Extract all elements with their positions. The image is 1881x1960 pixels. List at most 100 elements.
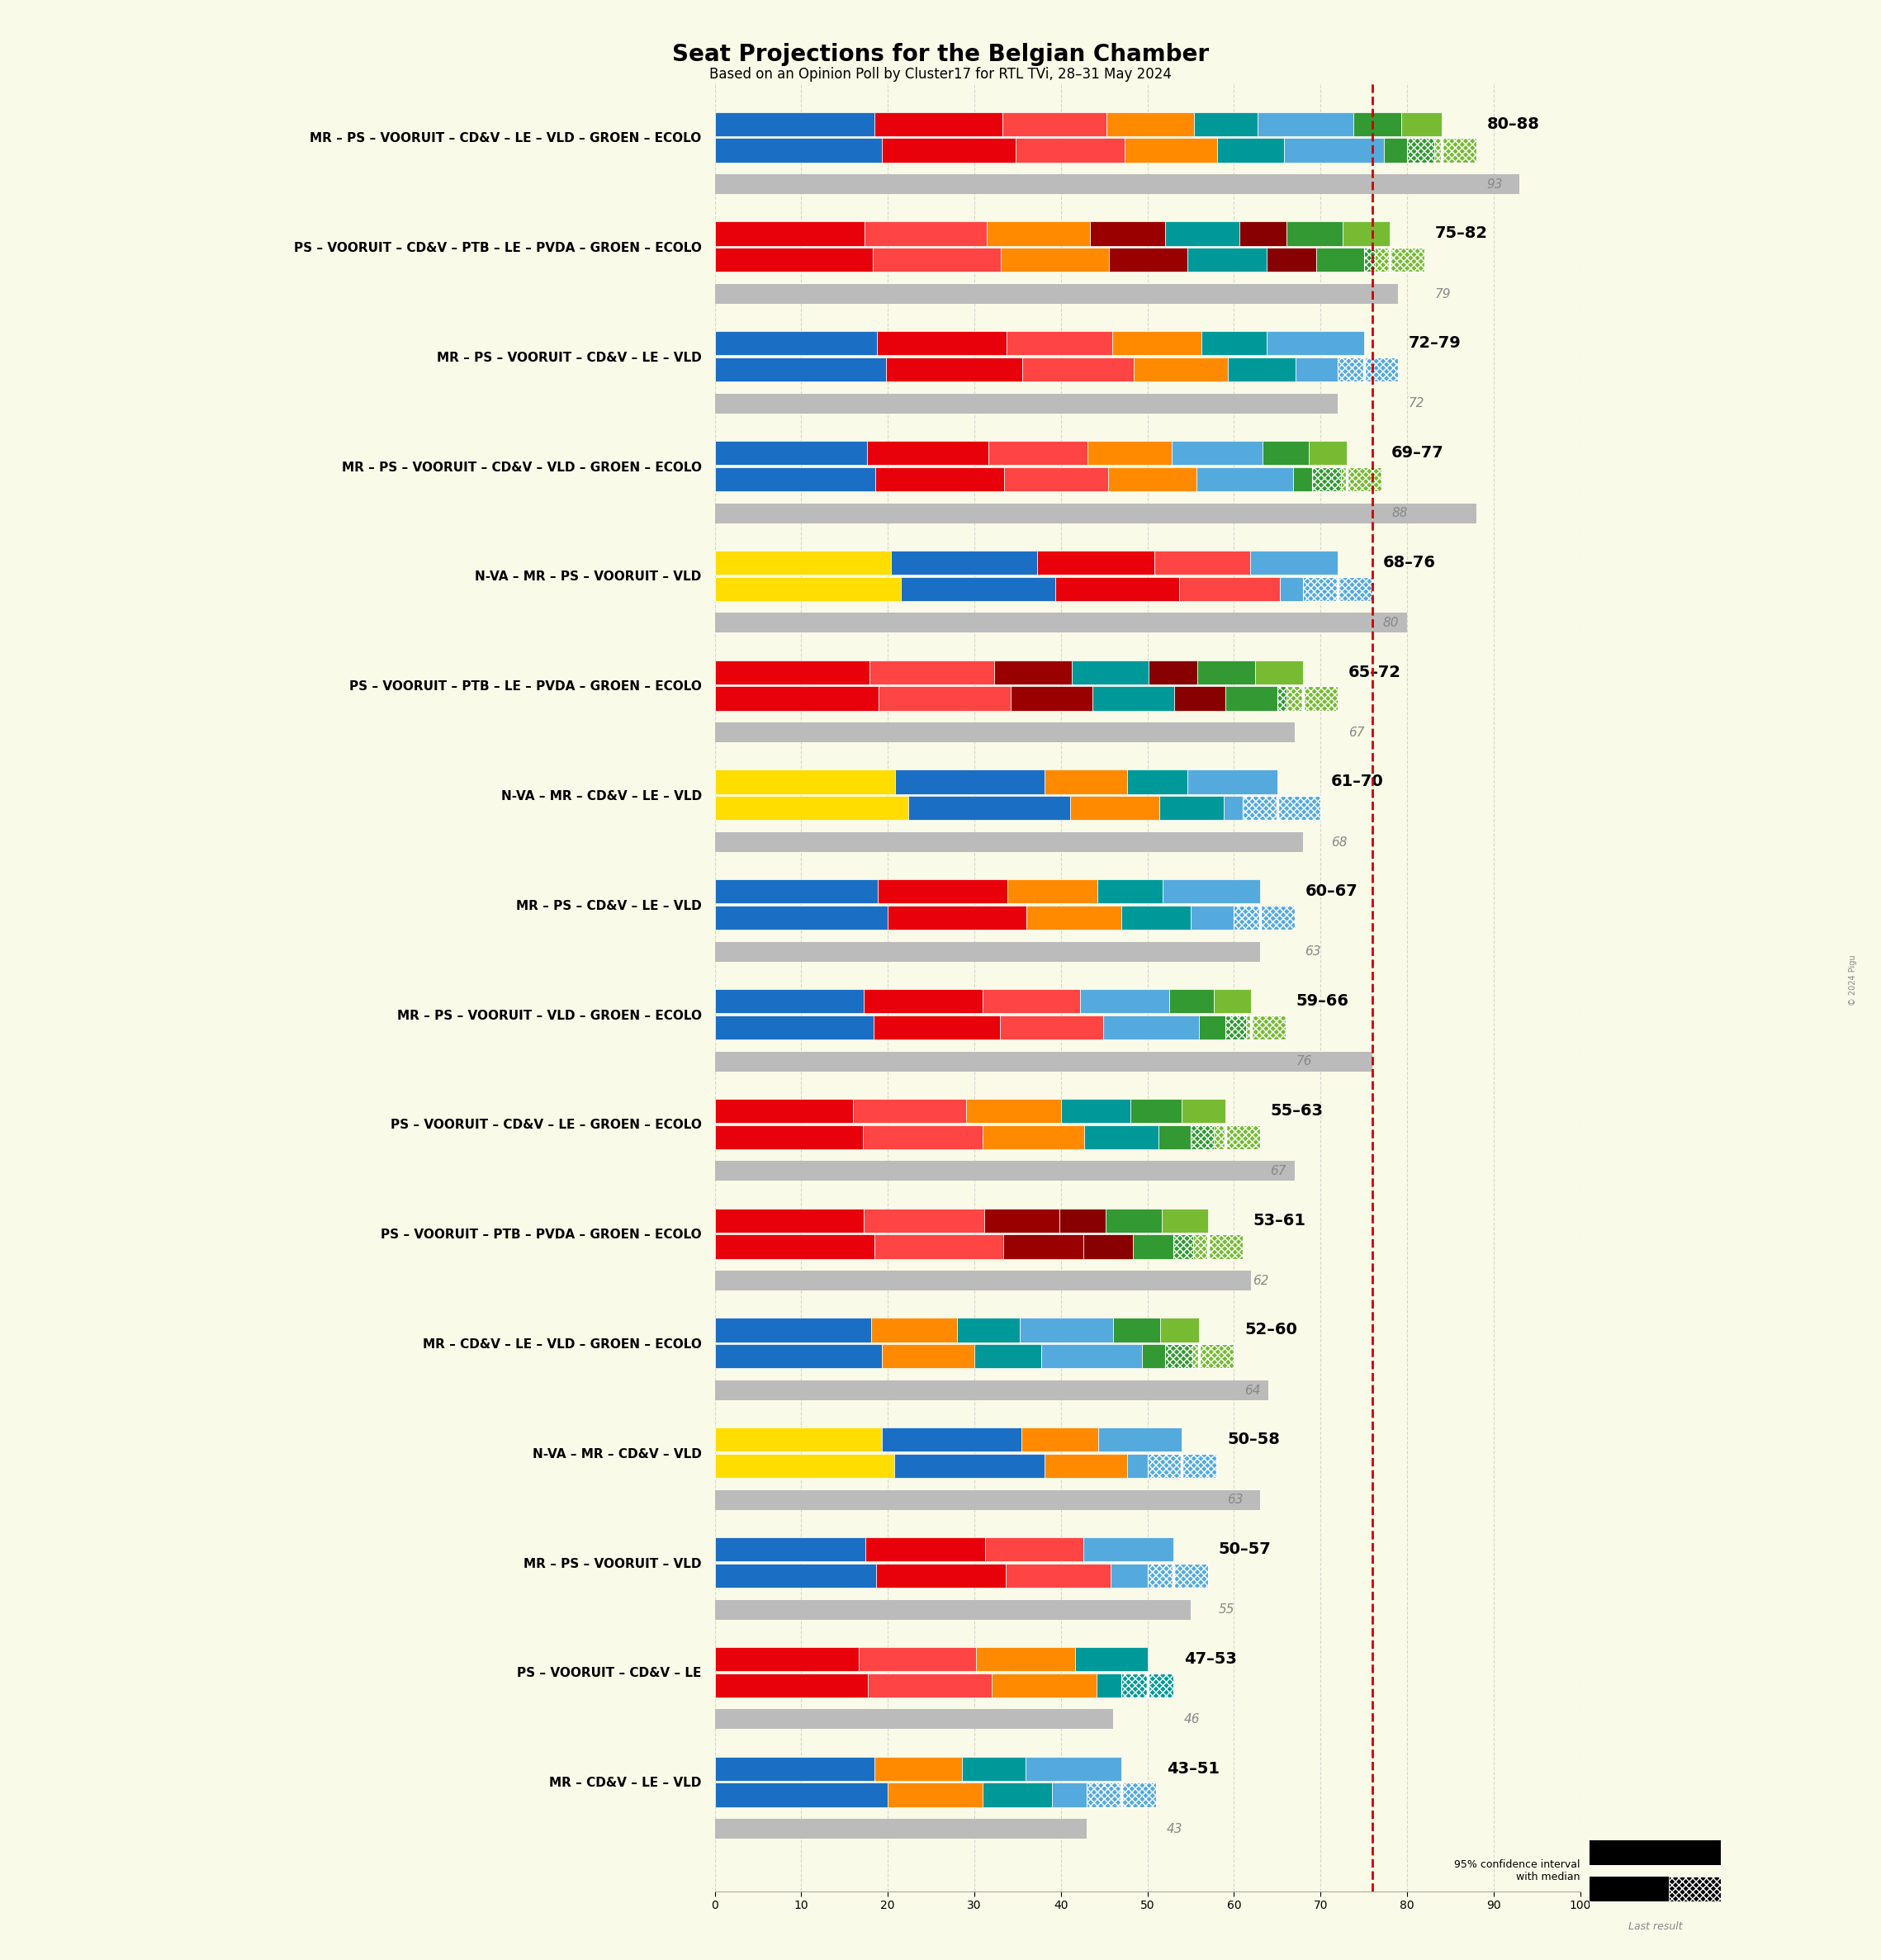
Bar [1187,770,1277,794]
Bar [1170,990,1213,1013]
Bar [715,1015,873,1039]
Bar [1164,221,1240,245]
Bar [715,833,1304,853]
Bar [882,1345,974,1368]
Bar [1309,441,1347,465]
Bar [1106,112,1194,135]
Bar [1179,576,1279,602]
Bar [1008,880,1097,904]
Bar [888,1784,984,1807]
Text: 75–82: 75–82 [1435,225,1488,241]
Text: 61–70: 61–70 [1332,774,1384,790]
Bar [1401,112,1441,135]
Bar [715,661,869,684]
Bar [965,1100,1061,1123]
Bar [715,943,1260,962]
Text: 43: 43 [1166,1823,1183,1835]
Bar [715,1427,882,1452]
Bar [1016,139,1125,163]
Bar [715,1235,875,1258]
Bar [715,723,1294,743]
Bar [1354,112,1401,135]
Bar [1213,990,1251,1013]
Bar [715,1490,1260,1509]
Bar [715,1053,1373,1072]
Bar [715,1270,1251,1290]
Text: 65–72: 65–72 [1349,664,1401,680]
Bar [1193,1345,1234,1368]
Bar [1021,1427,1099,1452]
Bar [1114,1317,1161,1343]
Text: 52–60: 52–60 [1245,1323,1298,1339]
Bar [995,661,1072,684]
Bar [882,1427,1021,1452]
Bar [1317,247,1375,272]
Bar [865,1537,986,1562]
Bar [1255,661,1304,684]
Bar [863,1125,982,1149]
Bar [1375,247,1424,272]
Bar [1196,661,1255,684]
Bar [1194,112,1258,135]
Text: © 2024 Pigu: © 2024 Pigu [1849,955,1857,1005]
Bar [1287,221,1343,245]
Text: 59–66: 59–66 [1296,994,1349,1009]
Text: 53–61: 53–61 [1253,1213,1305,1229]
Text: Last result: Last result [1629,1921,1682,1931]
Bar [863,990,984,1013]
Bar [878,880,1008,904]
Bar [1198,1015,1247,1039]
Bar [1240,221,1287,245]
Bar [715,357,886,382]
Bar [854,1100,965,1123]
Bar [1059,1207,1106,1233]
Bar [715,551,892,574]
Bar [715,686,878,711]
Bar [1159,1125,1213,1149]
Bar [1343,221,1390,245]
Bar [1132,1235,1193,1258]
Bar [1134,357,1228,382]
Bar [1093,686,1174,711]
Bar [715,1784,888,1807]
Bar [1435,139,1477,163]
Bar [1001,247,1110,272]
Bar [1243,796,1320,819]
Bar [715,394,1337,414]
Bar [1341,466,1381,492]
Bar [863,1207,984,1233]
Bar [888,906,1027,929]
Bar [1106,1207,1161,1233]
Bar [860,1646,976,1672]
Bar [1149,661,1196,684]
Bar [957,1317,1020,1343]
Bar [984,1784,1051,1807]
Bar [895,770,1044,794]
Bar [1589,1840,1721,1866]
Text: 64: 64 [1245,1384,1260,1397]
Bar [1159,796,1223,819]
Bar [1292,466,1341,492]
Bar [961,1756,1025,1782]
Bar [875,112,1003,135]
Bar [1196,466,1292,492]
Text: 95% confidence interval
with median: 95% confidence interval with median [1454,1860,1580,1882]
Bar [715,613,1407,633]
Bar [1279,576,1373,602]
Bar [865,221,988,245]
Bar [974,1345,1042,1368]
Bar [1262,441,1309,465]
Bar [1051,1784,1157,1807]
Bar [715,1819,1087,1838]
Bar [1130,1100,1181,1123]
Bar [1187,247,1266,272]
Bar [1080,990,1170,1013]
Bar [1097,880,1162,904]
Bar [715,1345,882,1368]
Bar [1061,1100,1130,1123]
Bar [715,990,863,1013]
Bar [1083,1125,1159,1149]
Bar [1112,1564,1208,1588]
Bar [1161,1317,1200,1343]
Text: 60–67: 60–67 [1305,884,1358,900]
